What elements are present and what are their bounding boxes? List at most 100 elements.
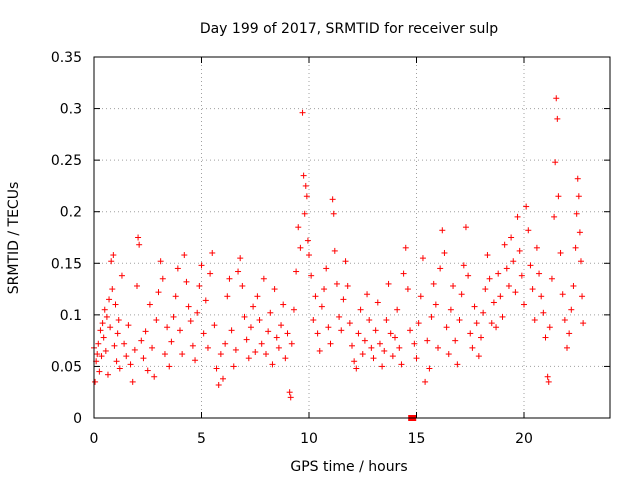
data-point [580,320,587,327]
data-point [435,344,441,351]
data-point [300,172,307,179]
data-point [250,303,257,310]
data-point [116,365,123,372]
data-point [222,340,229,347]
data-point [512,289,519,296]
data-point [368,344,375,351]
data-point [432,301,439,308]
data-point [486,275,493,282]
chart-title: Day 199 of 2017, SRMTID for receiver sul… [200,21,498,37]
data-point [465,272,472,279]
data-point [308,272,315,279]
data-point [366,317,373,324]
data-point [518,272,525,279]
data-point [490,299,497,306]
data-point [415,320,422,327]
data-point [273,334,280,341]
data-point [269,361,276,368]
data-point [304,237,311,244]
data-point [575,193,582,200]
y-tick-label: 0.15 [51,256,82,272]
data-point [280,301,287,308]
data-point [187,318,194,325]
data-point [263,351,269,358]
data-point [381,347,388,354]
x-tick-label: 15 [408,431,426,447]
data-point [303,193,310,200]
data-point [568,306,575,313]
data-point [196,282,203,289]
data-point [458,291,465,298]
data-point [462,224,469,231]
data-point [546,324,553,331]
y-tick-label: 0.3 [60,102,82,118]
data-point [267,309,274,316]
data-point [179,351,186,358]
data-point [151,373,158,380]
data-point [144,367,151,374]
x-tick-label: 5 [197,431,206,447]
data-point [161,351,168,358]
data-point [224,293,231,300]
data-point [290,306,297,313]
y-tick-label: 0.2 [60,205,82,221]
data-point [454,361,461,368]
data-point [572,244,579,251]
data-point [228,327,235,334]
data-point [92,378,99,385]
data-point [503,265,510,272]
data-point [523,203,530,210]
data-point [495,270,502,277]
y-tick-label: 0.05 [51,359,82,375]
data-point [441,249,448,256]
data-point [271,286,278,293]
data-point [555,193,562,200]
data-point [389,353,396,360]
data-point [383,317,390,324]
data-point [374,299,381,306]
data-point [385,280,392,287]
data-point [359,351,366,358]
data-point [364,291,371,298]
data-point [404,286,411,293]
data-point [473,320,480,327]
data-point [430,280,437,287]
y-tick-label: 0 [73,411,82,427]
data-point [239,282,246,289]
data-point [293,268,300,275]
data-point [327,340,334,347]
data-point [413,355,420,362]
data-point [452,337,459,344]
data-point [361,337,368,344]
data-point [533,244,540,251]
data-point [166,363,173,370]
data-point [275,344,282,351]
data-point [181,252,188,259]
data-point [258,340,265,347]
data-point [172,293,179,300]
data-point [355,330,362,337]
data-point [552,159,559,166]
data-point [493,324,500,331]
data-point [439,227,446,234]
data-point [220,375,226,382]
data-point [497,293,504,300]
data-point [557,249,564,256]
data-point [314,330,321,337]
data-point [508,234,515,241]
data-point [140,355,147,362]
plot-frame [93,56,611,419]
data-point [331,247,338,254]
data-point [554,115,561,122]
data-point [232,346,239,353]
data-point [394,306,401,313]
data-point [230,363,237,370]
data-point [445,351,452,358]
data-point [480,309,487,316]
data-point [226,275,233,282]
data-point [576,229,583,236]
data-point [107,324,114,331]
data-point [527,262,534,269]
data-point [237,255,244,262]
data-point [551,213,558,220]
